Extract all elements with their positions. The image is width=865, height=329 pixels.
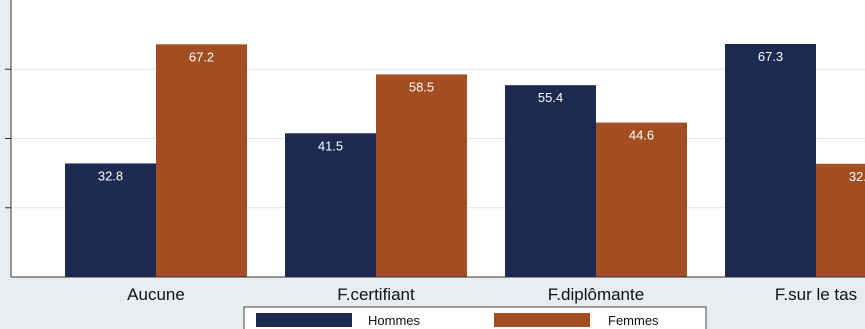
bar-hommes-4 bbox=[725, 43, 816, 277]
y-ticks bbox=[5, 68, 11, 209]
category-label-4: F.sur le tas bbox=[775, 285, 857, 304]
legend: Hommes Femmes bbox=[243, 306, 707, 329]
bars bbox=[65, 43, 865, 278]
category-label-1: Aucune bbox=[127, 285, 185, 304]
category-labels: Aucune F.certifiant F.diplômante F.sur le t… bbox=[127, 285, 857, 304]
bar-femmes-1 bbox=[156, 44, 247, 277]
bar-hommes-1 bbox=[65, 163, 156, 277]
value-label-hommes-2: 41.5 bbox=[318, 138, 343, 153]
bar-femmes-2 bbox=[376, 74, 467, 277]
value-label-femmes-4: 32.7 bbox=[849, 169, 865, 184]
bar-femmes-3 bbox=[596, 122, 687, 277]
value-label-femmes-2: 58.5 bbox=[409, 79, 434, 94]
value-label-hommes-4: 67.3 bbox=[758, 49, 783, 64]
legend-swatch-hommes bbox=[256, 313, 352, 327]
bar-hommes-3 bbox=[505, 85, 596, 278]
value-label-femmes-1: 67.2 bbox=[189, 49, 214, 64]
legend-box bbox=[243, 306, 707, 329]
legend-label-femmes: Femmes bbox=[608, 313, 659, 328]
value-label-hommes-3: 55.4 bbox=[538, 90, 563, 105]
category-label-2: F.certifiant bbox=[337, 285, 415, 304]
value-label-femmes-3: 44.6 bbox=[629, 128, 654, 143]
category-label-3: F.diplômante bbox=[548, 285, 644, 304]
bar-femmes-4 bbox=[816, 163, 865, 277]
bar-hommes-2 bbox=[285, 133, 376, 277]
legend-label-hommes: Hommes bbox=[368, 313, 421, 328]
value-labels: 32.8 67.2 41.5 58.5 55.4 44.6 67.3 32.7 bbox=[98, 49, 865, 184]
legend-swatch-femmes bbox=[494, 313, 590, 327]
value-label-hommes-1: 32.8 bbox=[98, 168, 123, 183]
